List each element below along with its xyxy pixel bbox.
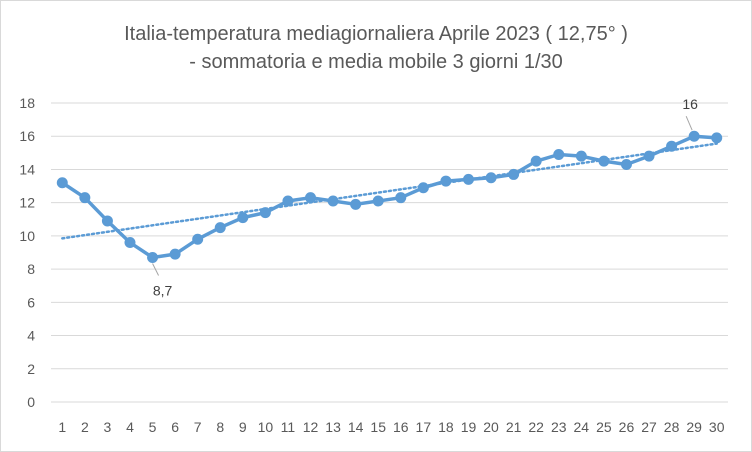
x-tick-label: 12 — [303, 419, 319, 435]
data-labels: 8,7 16 — [152, 96, 698, 298]
data-point — [417, 182, 429, 194]
data-point — [282, 195, 294, 207]
data-point — [620, 158, 632, 170]
leader-line — [152, 263, 159, 276]
data-point — [688, 130, 700, 142]
data-point — [79, 192, 91, 204]
data-point — [372, 195, 384, 207]
data-point — [327, 195, 339, 207]
data-point — [214, 222, 226, 234]
x-tick-label: 24 — [574, 419, 590, 435]
y-tick-label: 18 — [19, 95, 35, 111]
data-point — [598, 155, 610, 167]
chart-title: Italia-temperatura mediagiornaliera Apri… — [0, 20, 752, 76]
data-label-max: 16 — [682, 96, 698, 112]
x-tick-label: 11 — [281, 419, 296, 435]
y-tick-label: 10 — [19, 228, 35, 244]
y-tick-label: 14 — [19, 161, 35, 177]
x-tick-label: 10 — [258, 419, 274, 435]
x-tick-label: 16 — [393, 419, 409, 435]
y-tick-label: 16 — [19, 128, 35, 144]
x-tick-label: 18 — [438, 419, 454, 435]
x-tick-label: 17 — [416, 419, 432, 435]
data-point — [305, 192, 317, 204]
leader-line — [685, 116, 693, 131]
x-tick-label: 30 — [709, 419, 725, 435]
trendline-linear — [61, 142, 718, 240]
data-point — [395, 192, 407, 204]
y-tick-label: 6 — [27, 294, 35, 310]
data-point — [666, 140, 678, 152]
data-point — [101, 215, 113, 227]
y-tick-label: 4 — [27, 328, 35, 344]
data-point — [237, 212, 249, 224]
data-point — [192, 233, 204, 245]
x-tick-label: 5 — [149, 419, 157, 435]
data-label-min: 8,7 — [153, 282, 173, 298]
data-point — [575, 150, 587, 162]
x-tick-label: 8 — [216, 419, 224, 435]
series-line — [61, 134, 717, 260]
x-tick-label: 9 — [239, 419, 247, 435]
data-point — [485, 172, 497, 184]
data-point — [711, 132, 723, 144]
data-point — [350, 198, 362, 210]
chart-title-line-2: - sommatoria e media mobile 3 giorni 1/3… — [189, 51, 563, 73]
data-point — [124, 237, 136, 249]
x-tick-label: 27 — [641, 419, 657, 435]
x-tick-label: 25 — [596, 419, 612, 435]
chart-title-line-1: Italia-temperatura mediagiornaliera Apri… — [124, 23, 628, 45]
data-point — [147, 251, 159, 263]
gridlines — [51, 102, 728, 403]
x-tick-label: 29 — [686, 419, 702, 435]
data-point — [56, 177, 68, 189]
x-tick-label: 7 — [194, 419, 202, 435]
x-tick-label: 22 — [528, 419, 544, 435]
x-tick-label: 26 — [619, 419, 635, 435]
y-tick-label: 2 — [27, 361, 35, 377]
y-tick-label: 8 — [27, 261, 35, 277]
data-point — [643, 150, 655, 162]
data-point — [259, 207, 271, 219]
x-tick-label: 19 — [461, 419, 477, 435]
x-tick-label: 6 — [171, 419, 179, 435]
x-axis-ticks: 1 2 3 4 5 6 7 8 9 10 11 12 13 14 15 16 17 18 19 20 21 22 23 24 2… — [58, 419, 724, 435]
x-tick-label: 1 — [58, 419, 66, 435]
data-point — [440, 175, 452, 187]
y-tick-label: 0 — [27, 394, 35, 410]
x-tick-label: 20 — [483, 419, 499, 435]
x-tick-label: 23 — [551, 419, 567, 435]
data-point — [462, 173, 474, 185]
x-tick-label: 28 — [664, 419, 680, 435]
y-axis-ticks: 0 2 4 6 8 10 12 14 16 18 — [19, 95, 35, 410]
x-tick-label: 2 — [81, 419, 89, 435]
data-point — [169, 248, 181, 260]
x-tick-label: 13 — [325, 419, 341, 435]
x-tick-label: 3 — [104, 419, 112, 435]
data-point — [508, 168, 520, 180]
series-temperature — [56, 130, 723, 263]
x-tick-label: 4 — [126, 419, 134, 435]
x-tick-label: 14 — [348, 419, 364, 435]
x-tick-label: 21 — [506, 419, 522, 435]
data-point — [553, 148, 565, 160]
y-tick-label: 12 — [19, 195, 35, 211]
x-tick-label: 15 — [370, 419, 386, 435]
trendline — [61, 142, 718, 240]
data-point — [530, 155, 542, 167]
